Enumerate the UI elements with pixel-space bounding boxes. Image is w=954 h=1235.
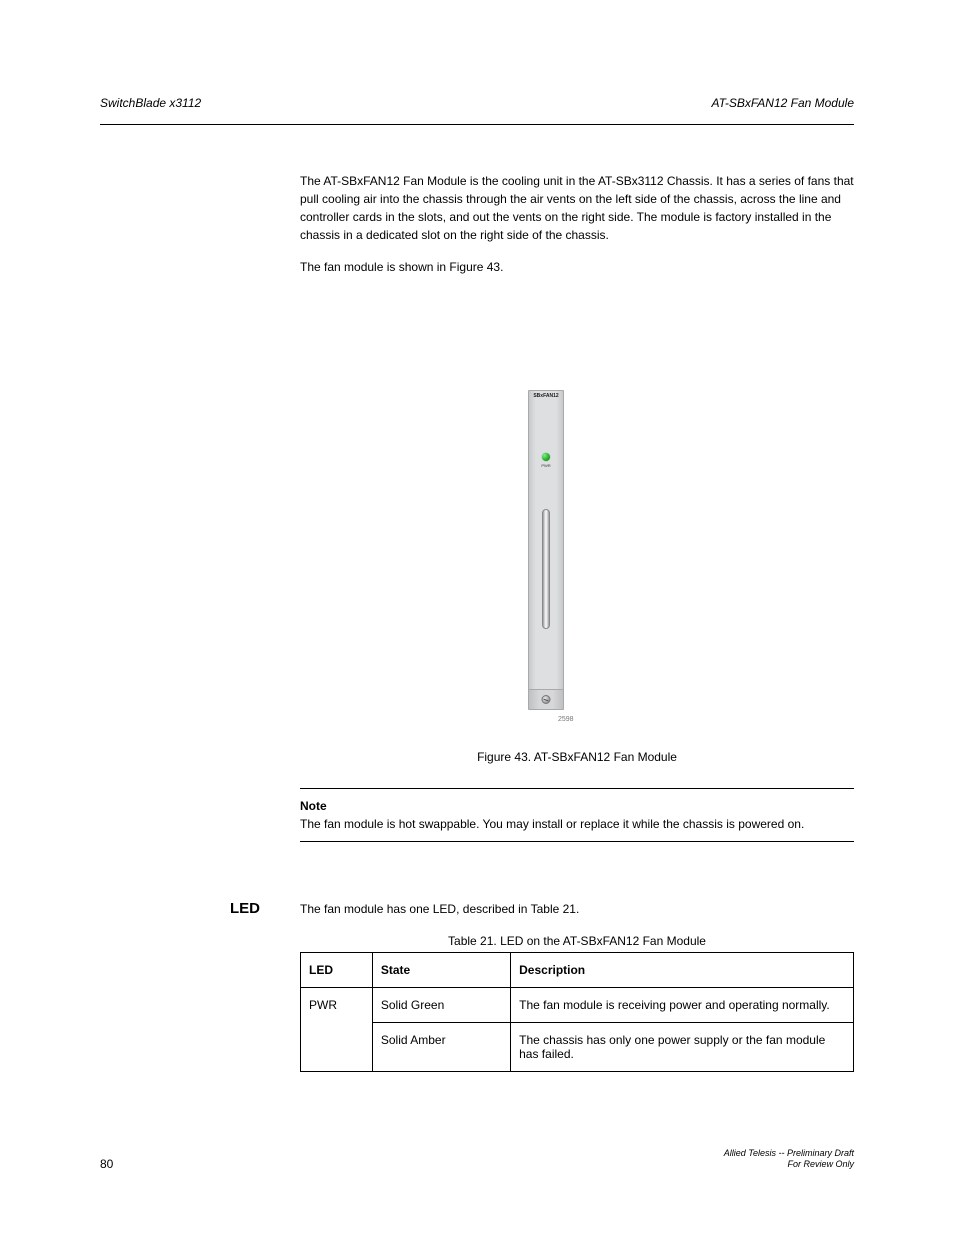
table-row: Solid Amber The chassis has only one pow… bbox=[301, 1023, 854, 1072]
cell-state: Solid Green bbox=[372, 988, 510, 1023]
fan-module-graphic: SBxFAN12 PWR bbox=[528, 390, 564, 710]
body-column: The AT-SBxFAN12 Fan Module is the coolin… bbox=[300, 172, 854, 290]
running-head-left: SwitchBlade x3112 bbox=[100, 96, 201, 110]
led-heading-text: LED bbox=[230, 900, 260, 917]
led-table-block: Table 21. LED on the AT-SBxFAN12 Fan Mod… bbox=[300, 934, 854, 1072]
cell-desc: The chassis has only one power supply or… bbox=[511, 1023, 854, 1072]
intro-p2: The fan module is shown in Figure 43. bbox=[300, 258, 854, 276]
note-label: Note bbox=[300, 797, 854, 815]
cell-state: Solid Amber bbox=[372, 1023, 510, 1072]
foot-plate bbox=[529, 689, 563, 709]
col-state: State bbox=[372, 953, 510, 988]
cell-led: PWR bbox=[301, 988, 373, 1072]
led-intro: The fan module has one LED, described in… bbox=[300, 900, 854, 918]
cell-desc: The fan module is receiving power and op… bbox=[511, 988, 854, 1023]
figure-ref-number: 2598 bbox=[558, 716, 574, 723]
table-header-row: LED State Description bbox=[301, 953, 854, 988]
footer-line-1: Allied Telesis -- Preliminary Draft bbox=[724, 1148, 854, 1160]
page: SwitchBlade x3112 AT-SBxFAN12 Fan Module… bbox=[0, 0, 954, 1235]
figure-fan-module: SBxFAN12 PWR bbox=[528, 390, 568, 710]
note-text: The fan module is hot swappable. You may… bbox=[300, 815, 854, 833]
power-led-text: PWR bbox=[529, 463, 563, 468]
page-number: 80 bbox=[100, 1157, 113, 1171]
screw-icon bbox=[542, 695, 551, 704]
led-table: LED State Description PWR Solid Green Th… bbox=[300, 952, 854, 1072]
table-row: PWR Solid Green The fan module is receiv… bbox=[301, 988, 854, 1023]
intro-p1: The AT-SBxFAN12 Fan Module is the coolin… bbox=[300, 172, 854, 244]
led-intro-text: The fan module has one LED, described in… bbox=[300, 900, 854, 918]
table-caption: Table 21. LED on the AT-SBxFAN12 Fan Mod… bbox=[300, 934, 854, 948]
col-desc: Description bbox=[511, 953, 854, 988]
note-block: Note The fan module is hot swappable. Yo… bbox=[300, 788, 854, 842]
led-heading: LED bbox=[230, 900, 260, 925]
col-led: LED bbox=[301, 953, 373, 988]
footer-line-2: For Review Only bbox=[724, 1159, 854, 1171]
module-label: SBxFAN12 bbox=[529, 393, 563, 399]
note-rule-bottom bbox=[300, 841, 854, 842]
figure-caption-row: Figure 43. AT-SBxFAN12 Fan Module bbox=[300, 748, 854, 766]
figure-caption: Figure 43. AT-SBxFAN12 Fan Module bbox=[300, 748, 854, 766]
power-led-icon bbox=[542, 453, 550, 461]
intro-text: The AT-SBxFAN12 Fan Module is the coolin… bbox=[300, 172, 854, 276]
running-head-right: AT-SBxFAN12 Fan Module bbox=[711, 96, 854, 110]
top-rule bbox=[100, 124, 854, 125]
handle-icon bbox=[542, 509, 550, 629]
footer: Allied Telesis -- Preliminary Draft For … bbox=[724, 1148, 854, 1171]
running-head: SwitchBlade x3112 AT-SBxFAN12 Fan Module bbox=[100, 96, 854, 110]
